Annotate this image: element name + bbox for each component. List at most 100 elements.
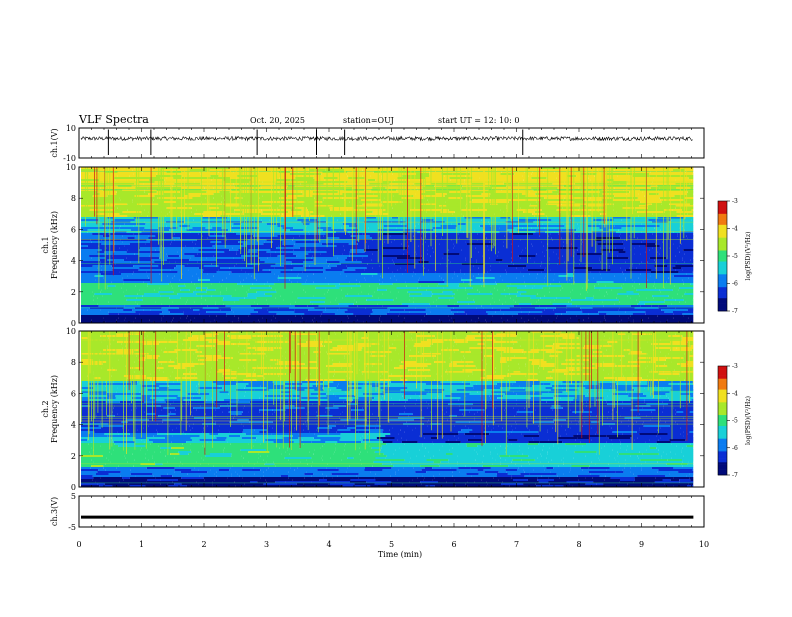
spectrum-cell: [557, 197, 565, 199]
spectrum-cell: [146, 375, 171, 377]
spectrum-cell: [653, 213, 670, 215]
spectrum-cell: [261, 213, 282, 215]
spectrum-cell: [219, 349, 245, 351]
spectrum-cell: [286, 257, 311, 259]
spectrum-cell: [389, 411, 405, 413]
spectrum-cell: [181, 249, 198, 251]
spectrum-cell: [450, 299, 474, 301]
spectrum-cell: [307, 279, 319, 281]
spectrum-cell: [414, 269, 429, 271]
spectrum-cell: [572, 295, 593, 297]
spectrum-cell: [320, 209, 331, 211]
spectrum-cell: [691, 407, 694, 409]
spectrum-cell: [248, 347, 270, 349]
spectrum-cell: [155, 301, 172, 303]
spectrum-cell: [554, 309, 581, 311]
spectrum-cell: [660, 395, 666, 397]
spectrum-cell: [115, 179, 127, 181]
spectrum-cell: [287, 199, 297, 201]
spectrum-cell: [90, 173, 112, 175]
spectrum-cell: [182, 343, 204, 345]
spectrum-cell: [168, 377, 175, 379]
spectrum-cell: [512, 243, 531, 245]
spectrum-cell: [466, 395, 481, 397]
spectrum-cell: [328, 377, 349, 379]
spectrum-cell: [259, 409, 272, 411]
spectrum-cell: [545, 169, 556, 171]
spectrum-cell: [571, 409, 583, 411]
spectrum-cell: [203, 215, 220, 217]
spectrum-cell: [294, 267, 305, 269]
spectrum-cell: [380, 173, 392, 175]
spectrum-cell: [237, 409, 259, 411]
spectrum-cell: [304, 267, 323, 269]
spectrum-cell: [240, 295, 247, 297]
spectrum-cell: [309, 411, 317, 413]
spectrum-cell: [405, 363, 432, 365]
spectrum-cell: [194, 301, 216, 303]
spectrum-cell: [309, 369, 334, 371]
spectrum-cell: [603, 229, 609, 231]
spectrum-cell: [249, 411, 260, 413]
spectrum-cell: [425, 177, 449, 179]
spectrum-cell: [440, 225, 457, 227]
spectrum-cell: [410, 255, 421, 257]
spectrum-cell: [184, 399, 207, 401]
spectrum-cell: [426, 309, 451, 311]
spectrum-cell: [536, 295, 544, 297]
spectrum-cell: [81, 317, 104, 319]
spectrum-cell: [151, 315, 164, 317]
spectrum-cell: [342, 347, 362, 349]
spectrum-cell: [680, 303, 694, 305]
spectrum-cell: [212, 367, 228, 369]
spectrum-cell: [81, 261, 94, 263]
spectrum-cell: [265, 293, 293, 295]
spectrum-cell: [593, 277, 602, 279]
spectrum-cell: [391, 277, 398, 279]
spectrum-cell: [664, 207, 675, 209]
spectrum-cell: [372, 301, 396, 303]
spectrum-cell: [180, 289, 190, 291]
spectrum-cell: [137, 381, 147, 383]
spectrum-cell: [203, 307, 218, 309]
spectrum-cell: [384, 367, 394, 369]
spectrum-cell: [409, 293, 421, 295]
spectrum-cell: [600, 213, 606, 215]
spectrum-cell: [152, 259, 167, 261]
spectrum-cell: [211, 241, 221, 243]
spectrum-cell: [535, 391, 548, 393]
spectrum-cell: [643, 393, 651, 395]
spectrum-cell: [338, 257, 347, 259]
spectrum-cell: [457, 301, 475, 303]
spectrum-cell: [444, 413, 462, 415]
spectrum-cell: [324, 317, 348, 319]
spectrum-cell: [443, 257, 465, 259]
spectrum-cell: [662, 201, 686, 203]
spectrum-cell: [274, 273, 298, 275]
spectrum-cell: [90, 315, 103, 317]
spectrum-cell: [351, 287, 377, 289]
spectrum-cell: [571, 299, 592, 301]
spectrum-cell: [541, 315, 557, 317]
spectrum-cell: [180, 237, 208, 239]
spectrum-cell: [511, 297, 531, 299]
spectrum-cell: [131, 261, 154, 263]
spectrum-cell: [500, 353, 524, 355]
spectrum-cell: [538, 225, 565, 227]
spectrum-cell: [303, 317, 315, 319]
spectrum-cell: [214, 255, 241, 257]
spectrum-cell: [427, 359, 437, 361]
spectrum-cell: [169, 387, 176, 389]
spectrum-cell: [457, 337, 466, 339]
spectrum-cell: [537, 319, 549, 321]
spectrum-cell: [564, 259, 580, 261]
spectrum-cell: [459, 409, 484, 411]
spectrum-cell: [365, 303, 378, 305]
spectrum-cell: [81, 303, 97, 305]
spectrum-cell: [589, 359, 613, 361]
spectrum-cell: [227, 289, 236, 291]
spectrum-cell: [249, 383, 275, 385]
spectrum-cell: [343, 411, 366, 413]
spectrum-cell: [142, 347, 166, 349]
spectrum-cell: [683, 269, 694, 271]
